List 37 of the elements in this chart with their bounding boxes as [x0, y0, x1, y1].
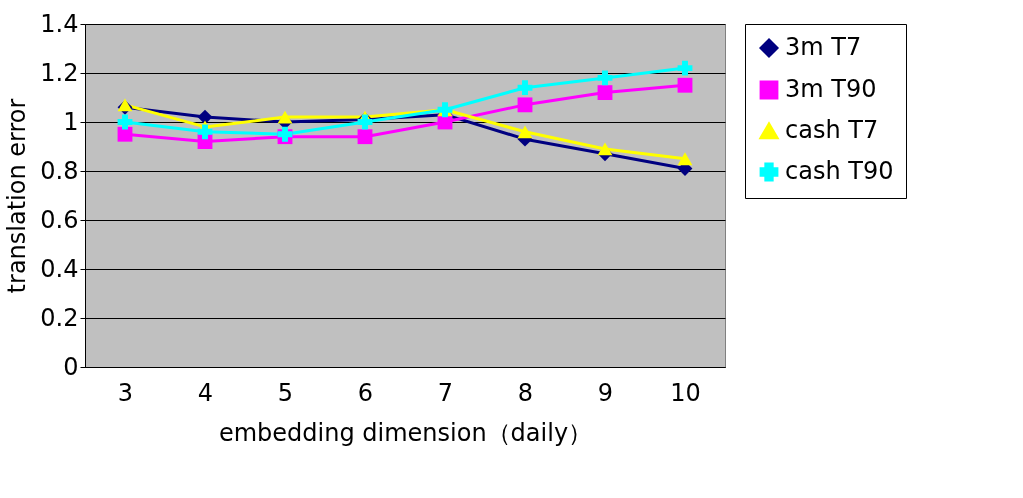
y-tick-label: 0.2: [40, 303, 79, 332]
legend-label: cash T7: [785, 116, 879, 144]
y-tick-label: 0.8: [40, 156, 79, 185]
legend-label: 3m T7: [785, 33, 862, 61]
point: [517, 125, 533, 139]
point: [677, 152, 693, 166]
legend-label: 3m T90: [785, 75, 877, 103]
x-tick-label: 6: [357, 378, 374, 407]
x-tick-label: 10: [670, 378, 701, 407]
x-tick-label: 9: [597, 378, 614, 407]
x-tick-label: 7: [437, 378, 454, 407]
point: [677, 77, 693, 93]
y-tick-label: 0.4: [40, 254, 79, 283]
point: [677, 60, 693, 76]
y-tick-label: 0.6: [40, 205, 79, 234]
point: [117, 114, 133, 130]
legend-label: cash T90: [785, 157, 894, 185]
point: [197, 109, 213, 125]
y-tick-label: 1.4: [40, 9, 79, 38]
point: [117, 126, 133, 142]
y-tick-label: 0: [63, 352, 79, 381]
point: [597, 70, 613, 86]
point: [597, 142, 613, 156]
x-tick-label: 5: [277, 378, 294, 407]
x-tick-label: 3: [117, 378, 134, 407]
x-axis-title: embedding dimension（daily）: [218, 418, 593, 447]
y-tick-label: 1: [63, 107, 79, 136]
point: [277, 110, 293, 124]
y-axis-title: translation error: [3, 98, 32, 294]
point: [597, 85, 613, 101]
y-tick-label: 1.2: [40, 58, 79, 87]
point: [517, 80, 533, 96]
point: [517, 97, 533, 113]
point: [197, 124, 213, 140]
point: [357, 129, 373, 145]
x-tick-label: 4: [197, 378, 214, 407]
x-tick-label: 8: [517, 378, 534, 407]
